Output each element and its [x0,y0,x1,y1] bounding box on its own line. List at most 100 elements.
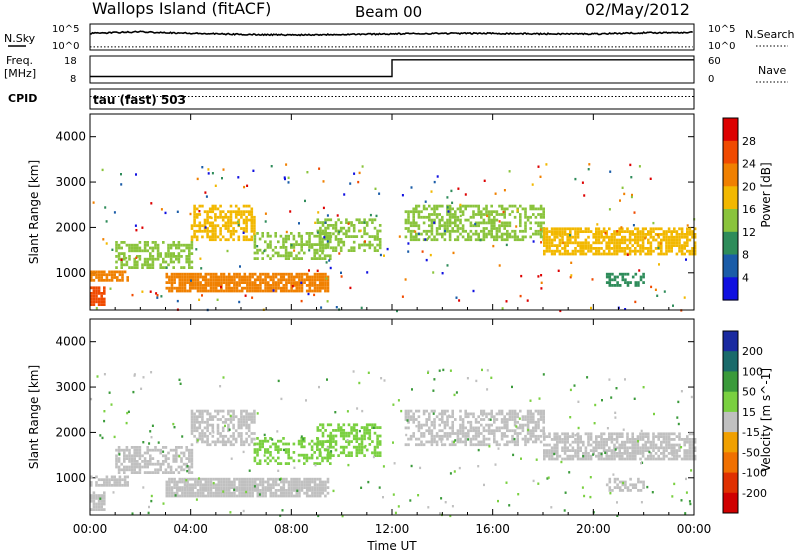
data-cell [584,457,588,461]
data-cell [230,494,234,498]
data-cell [532,479,535,483]
data-cell [212,491,215,495]
data-cell [272,494,275,498]
data-cell [602,457,606,461]
data-cell [237,207,241,211]
data-cell [626,284,630,287]
data-cell [269,477,273,481]
data-cell [355,445,359,449]
data-cell [214,184,217,187]
data-cell [214,224,217,228]
data-cell [133,246,136,250]
data-cell [526,412,530,416]
data-cell [532,415,535,419]
data-cell [443,412,447,416]
data-cell [392,441,394,444]
data-cell [95,481,98,484]
data-cell [237,223,240,227]
data-cell [305,459,309,463]
data-cell [550,238,554,242]
data-cell [571,449,575,452]
data-cell [613,230,616,233]
data-cell [256,494,260,498]
data-cell [147,511,150,515]
data-cell [324,483,327,487]
data-cell [295,272,299,276]
data-cell [521,238,525,242]
data-cell [532,207,535,211]
data-cell [220,272,223,276]
data-cell [253,486,257,489]
data-cell [188,257,191,261]
data-cell [183,494,187,498]
data-cell [506,229,509,233]
data-cell [277,272,280,276]
data-cell [467,218,470,222]
data-cell [162,266,165,269]
data-cell [430,432,434,435]
data-cell [451,443,454,447]
data-cell [417,437,421,441]
data-cell [259,275,262,279]
data-cell [193,224,196,228]
data-cell [219,215,222,219]
data-cell [117,243,121,247]
data-cell [576,435,580,438]
data-cell [266,456,270,460]
data-cell [177,241,181,244]
data-cell [654,233,658,236]
data-cell [169,255,173,258]
data-cell [240,491,244,495]
data-cell [130,243,134,247]
data-cell [201,409,204,413]
data-cell [548,432,551,436]
data-cell [513,409,517,413]
data-cell [346,410,349,413]
data-cell [526,420,530,424]
data-cell [209,494,213,498]
data-cell [526,418,530,421]
data-cell [277,494,280,498]
data-cell [282,272,286,276]
data-cell [616,230,619,233]
data-cell [154,246,157,250]
data-cell [608,486,612,489]
data-cell [193,229,196,233]
data-cell [342,423,346,427]
data-cell [464,218,467,222]
data-cell [667,241,671,245]
data-cell [553,452,556,456]
data-cell [626,227,629,231]
data-cell [574,238,577,242]
data-cell [316,491,319,495]
data-cell [559,234,562,238]
data-cell [112,491,115,494]
cpid-panel-frame [89,88,695,110]
data-cell [553,435,556,438]
data-cell [340,275,343,278]
data-cell [412,210,415,214]
data-cell [290,232,293,235]
data-cell [211,232,215,236]
data-cell [529,215,532,219]
data-cell [329,454,333,457]
colorbar-swatch [723,209,738,233]
data-cell [448,426,452,430]
data-cell [435,227,439,230]
data-cell [261,477,265,481]
data-cell [584,227,588,231]
data-cell [123,270,127,274]
data-cell [190,443,194,447]
data-cell [532,440,535,444]
data-cell [417,238,421,242]
data-cell [420,434,423,438]
data-cell [235,486,239,489]
data-cell [123,481,127,484]
data-cell [644,247,647,250]
data-cell [253,257,257,260]
data-cell [610,440,614,444]
data-cell [240,423,243,427]
data-cell [246,494,249,498]
data-cell [566,440,569,444]
data-cell [300,257,303,260]
